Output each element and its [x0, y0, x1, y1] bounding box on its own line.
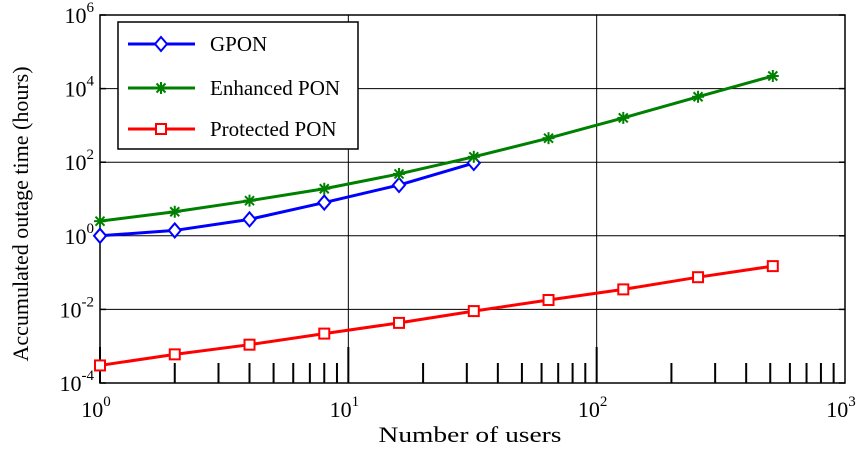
x-axis-label: Number of users [379, 422, 562, 447]
data-point-protected-pon [542, 294, 555, 307]
data-point-enhanced-pon [766, 69, 779, 82]
series-line-enhanced-pon [99, 74, 774, 223]
plot-frame [99, 14, 846, 384]
legend-marker-enhanced-pon [155, 82, 167, 94]
legend-item-gpon: GPON [128, 32, 267, 56]
legend-label-protected-pon: Protected PON [210, 117, 337, 141]
data-point-enhanced-pon [94, 215, 106, 228]
data-point-enhanced-pon [243, 194, 256, 207]
legend-label-enhanced-pon: Enhanced PON [210, 76, 340, 100]
series-line-gpon [99, 161, 475, 238]
data-point-protected-pon [318, 327, 331, 340]
y-tick-label: 10-2 [60, 294, 95, 322]
y-tick-labels: 10-4 10-2 100 102 104 106 [60, 0, 95, 396]
data-point-protected-pon [467, 305, 480, 318]
x-tick-label: 102 [578, 394, 608, 422]
x-tick-label: 101 [330, 394, 360, 422]
data-point-enhanced-pon [168, 205, 181, 218]
series-line-protected-pon [99, 264, 774, 367]
data-point-protected-pon [94, 359, 106, 372]
x-tick-label: 103 [826, 394, 856, 422]
legend-marker-protected-pon [155, 123, 167, 135]
data-point-protected-pon [692, 271, 705, 284]
data-point-protected-pon [617, 283, 630, 296]
data-point-enhanced-pon [692, 90, 705, 103]
data-point-enhanced-pon [467, 150, 480, 163]
data-point-gpon [316, 194, 332, 212]
legend: GPON Enhanced PON Protected PON [117, 21, 359, 150]
y-tick-label: 100 [65, 221, 95, 249]
data-point-gpon [391, 176, 407, 194]
x-tick-labels: 100 101 102 103 [81, 394, 856, 422]
data-point-enhanced-pon [542, 132, 555, 145]
y-axis-label: Accumulated outage time (hours) [8, 66, 33, 361]
y-tick-label: 102 [65, 147, 95, 175]
legend-label-gpon: GPON [210, 32, 267, 56]
data-point-protected-pon [766, 260, 779, 273]
data-point-protected-pon [393, 316, 406, 329]
data-point-enhanced-pon [617, 111, 630, 124]
data-point-enhanced-pon [318, 182, 331, 195]
series-enhanced-pon [94, 69, 779, 228]
y-tick-label: 106 [65, 0, 95, 28]
legend-marker-gpon [153, 35, 169, 53]
data-point-gpon [167, 221, 183, 239]
data-point-protected-pon [243, 338, 256, 351]
series-protected-pon [94, 260, 779, 372]
data-point-gpon [242, 210, 257, 228]
series-layer [92, 69, 779, 372]
y-tick-label: 104 [65, 74, 95, 102]
data-point-protected-pon [168, 348, 181, 361]
data-point-gpon [92, 227, 108, 245]
legend-item-enhanced-pon: Enhanced PON [128, 76, 340, 100]
data-point-enhanced-pon [393, 167, 406, 180]
y-tick-label: 10-4 [60, 368, 95, 396]
x-tick-label: 100 [81, 394, 111, 422]
legend-item-protected-pon: Protected PON [128, 117, 337, 141]
